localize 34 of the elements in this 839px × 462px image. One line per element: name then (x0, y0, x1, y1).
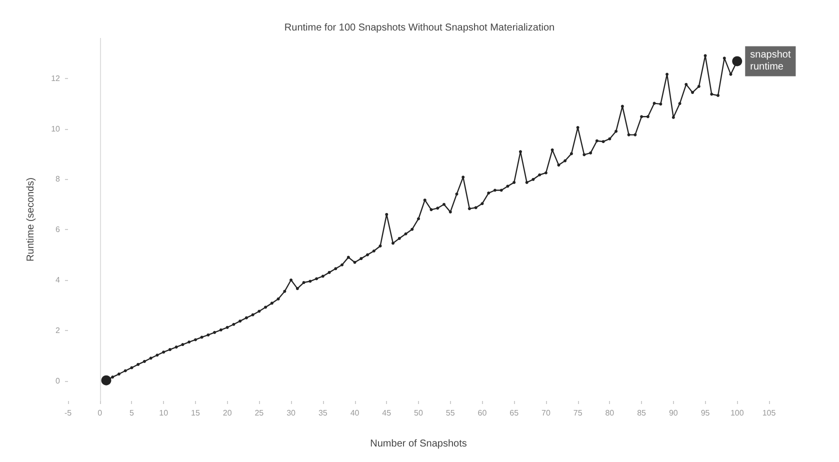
x-tick-label: 20 (222, 408, 232, 418)
y-axis-title: Runtime (seconds) (26, 178, 36, 262)
x-tick-label: 100 (730, 408, 744, 418)
x-axis-title: Number of Snapshots (370, 438, 467, 450)
y-tick-label: 12 (51, 74, 61, 83)
y-tick-label: 6 (56, 225, 61, 234)
x-tick-label: 35 (318, 408, 328, 418)
y-tick-label: 4 (56, 276, 61, 284)
x-tick-label: 25 (254, 408, 264, 418)
x-tick-label: 50 (414, 408, 424, 418)
x-tick-label: 10 (159, 408, 169, 418)
x-tick-label: 70 (542, 408, 551, 418)
x-tick-label: 5 (130, 408, 134, 418)
x-tick-label: 30 (286, 408, 296, 418)
x-tick-label: 95 (700, 408, 710, 418)
x-tick-label: 75 (573, 408, 583, 418)
x-tick-label: 55 (446, 408, 456, 418)
x-tick-label: 85 (637, 408, 647, 418)
x-tick-label: 80 (605, 408, 615, 418)
x-tick-label: 40 (350, 408, 360, 418)
x-tick-label: 90 (668, 408, 678, 418)
x-tick-label: 15 (191, 408, 200, 418)
x-tick-label: 0 (98, 408, 103, 418)
y-tick-label: 8 (56, 174, 61, 184)
y-tick-label: 2 (56, 326, 61, 335)
annotation: snapshot runtime (750, 50, 791, 73)
x-tick-label: 65 (510, 408, 520, 418)
x-tick-label: 45 (382, 408, 392, 418)
y-tick-label: 10 (51, 124, 61, 134)
x-tick-label: 105 (762, 408, 776, 418)
chart-title: Runtime for 100 Snapshots Without Snapshot Materialization (284, 22, 555, 34)
y-tick-label: 0 (56, 376, 61, 386)
x-tick-label: 60 (478, 408, 488, 418)
x-tick-label: -5 (64, 408, 72, 418)
